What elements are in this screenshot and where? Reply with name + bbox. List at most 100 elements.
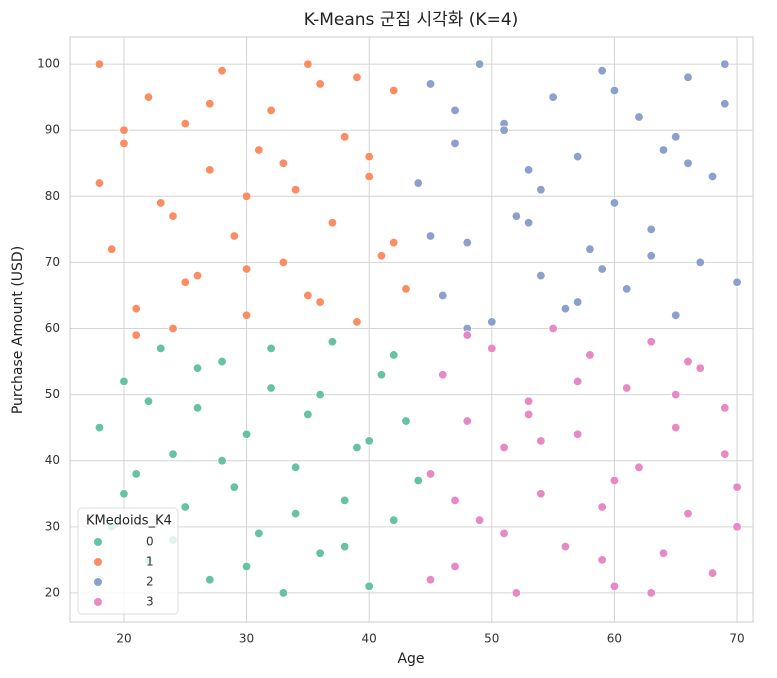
- point: [290, 184, 301, 195]
- y-tick-label: 60: [45, 321, 60, 335]
- point: [536, 184, 546, 195]
- point: [352, 72, 362, 83]
- point: [352, 317, 362, 327]
- point: [143, 92, 154, 102]
- point: [597, 264, 607, 274]
- y-tick-label: 80: [45, 189, 60, 203]
- point: [266, 383, 276, 393]
- point: [646, 251, 656, 261]
- point: [315, 297, 325, 307]
- point: [671, 389, 681, 400]
- point: [217, 66, 227, 76]
- point: [548, 323, 558, 334]
- point: [192, 403, 203, 413]
- point: [425, 574, 436, 585]
- point: [290, 508, 301, 519]
- point: [499, 442, 509, 453]
- point: [401, 416, 411, 426]
- point: [425, 231, 436, 241]
- point: [511, 211, 522, 221]
- point: [229, 231, 240, 241]
- point: [487, 317, 497, 327]
- x-tick-label: 30: [239, 632, 254, 646]
- point: [205, 99, 215, 109]
- point: [168, 323, 178, 334]
- point: [352, 442, 362, 453]
- point: [119, 138, 129, 149]
- point: [511, 588, 522, 598]
- y-tick-label: 30: [45, 519, 60, 533]
- point: [536, 436, 546, 446]
- legend-box: [77, 507, 179, 615]
- point: [241, 429, 252, 439]
- point: [487, 343, 497, 354]
- point: [450, 138, 460, 149]
- point: [364, 581, 374, 592]
- point: [413, 475, 423, 486]
- point: [180, 118, 190, 129]
- point: [585, 350, 595, 360]
- point: [536, 489, 546, 499]
- point: [217, 356, 227, 367]
- point: [474, 515, 485, 525]
- point: [572, 297, 583, 307]
- point: [572, 376, 583, 387]
- point: [720, 99, 730, 109]
- plot-frame: [69, 36, 754, 623]
- point: [119, 125, 129, 135]
- point: [609, 581, 620, 592]
- point: [585, 244, 595, 254]
- y-tick-label: 20: [45, 585, 60, 599]
- chart-title: K-Means 군집 시각화 (K=4): [304, 10, 519, 30]
- point: [94, 422, 105, 433]
- point: [327, 337, 338, 347]
- point: [168, 211, 178, 221]
- point: [180, 277, 190, 287]
- point: [462, 237, 472, 248]
- y-tick-label: 70: [45, 255, 60, 269]
- point: [106, 244, 117, 254]
- point: [205, 574, 215, 585]
- point: [560, 303, 571, 314]
- point: [707, 568, 718, 578]
- point: [131, 303, 141, 314]
- point: [450, 561, 460, 572]
- point: [315, 548, 325, 558]
- y-tick-label: 50: [45, 387, 60, 401]
- point: [339, 132, 350, 142]
- point: [523, 396, 534, 406]
- point: [695, 363, 705, 373]
- point: [572, 429, 583, 439]
- point: [278, 158, 289, 168]
- point: [131, 469, 141, 479]
- y-tick-label: 90: [45, 123, 60, 137]
- y-tick-label: 40: [45, 453, 60, 467]
- point: [499, 125, 509, 135]
- point: [327, 218, 338, 228]
- point: [720, 59, 730, 69]
- point: [646, 337, 656, 347]
- point: [303, 409, 313, 420]
- point: [548, 92, 558, 102]
- point: [474, 59, 485, 69]
- point: [609, 475, 620, 486]
- point: [364, 171, 374, 182]
- point: [732, 277, 742, 287]
- point: [315, 79, 325, 89]
- point: [523, 409, 534, 420]
- point: [695, 257, 705, 268]
- point: [438, 290, 448, 301]
- point: [192, 270, 203, 281]
- point: [156, 198, 166, 208]
- point: [266, 343, 276, 354]
- point: [720, 449, 730, 459]
- legend-label: 0: [146, 535, 154, 549]
- point: [254, 145, 264, 155]
- point: [732, 482, 742, 492]
- point: [622, 284, 632, 294]
- legend-marker: [93, 577, 103, 587]
- point: [180, 502, 190, 512]
- point: [560, 541, 571, 552]
- point: [683, 508, 693, 519]
